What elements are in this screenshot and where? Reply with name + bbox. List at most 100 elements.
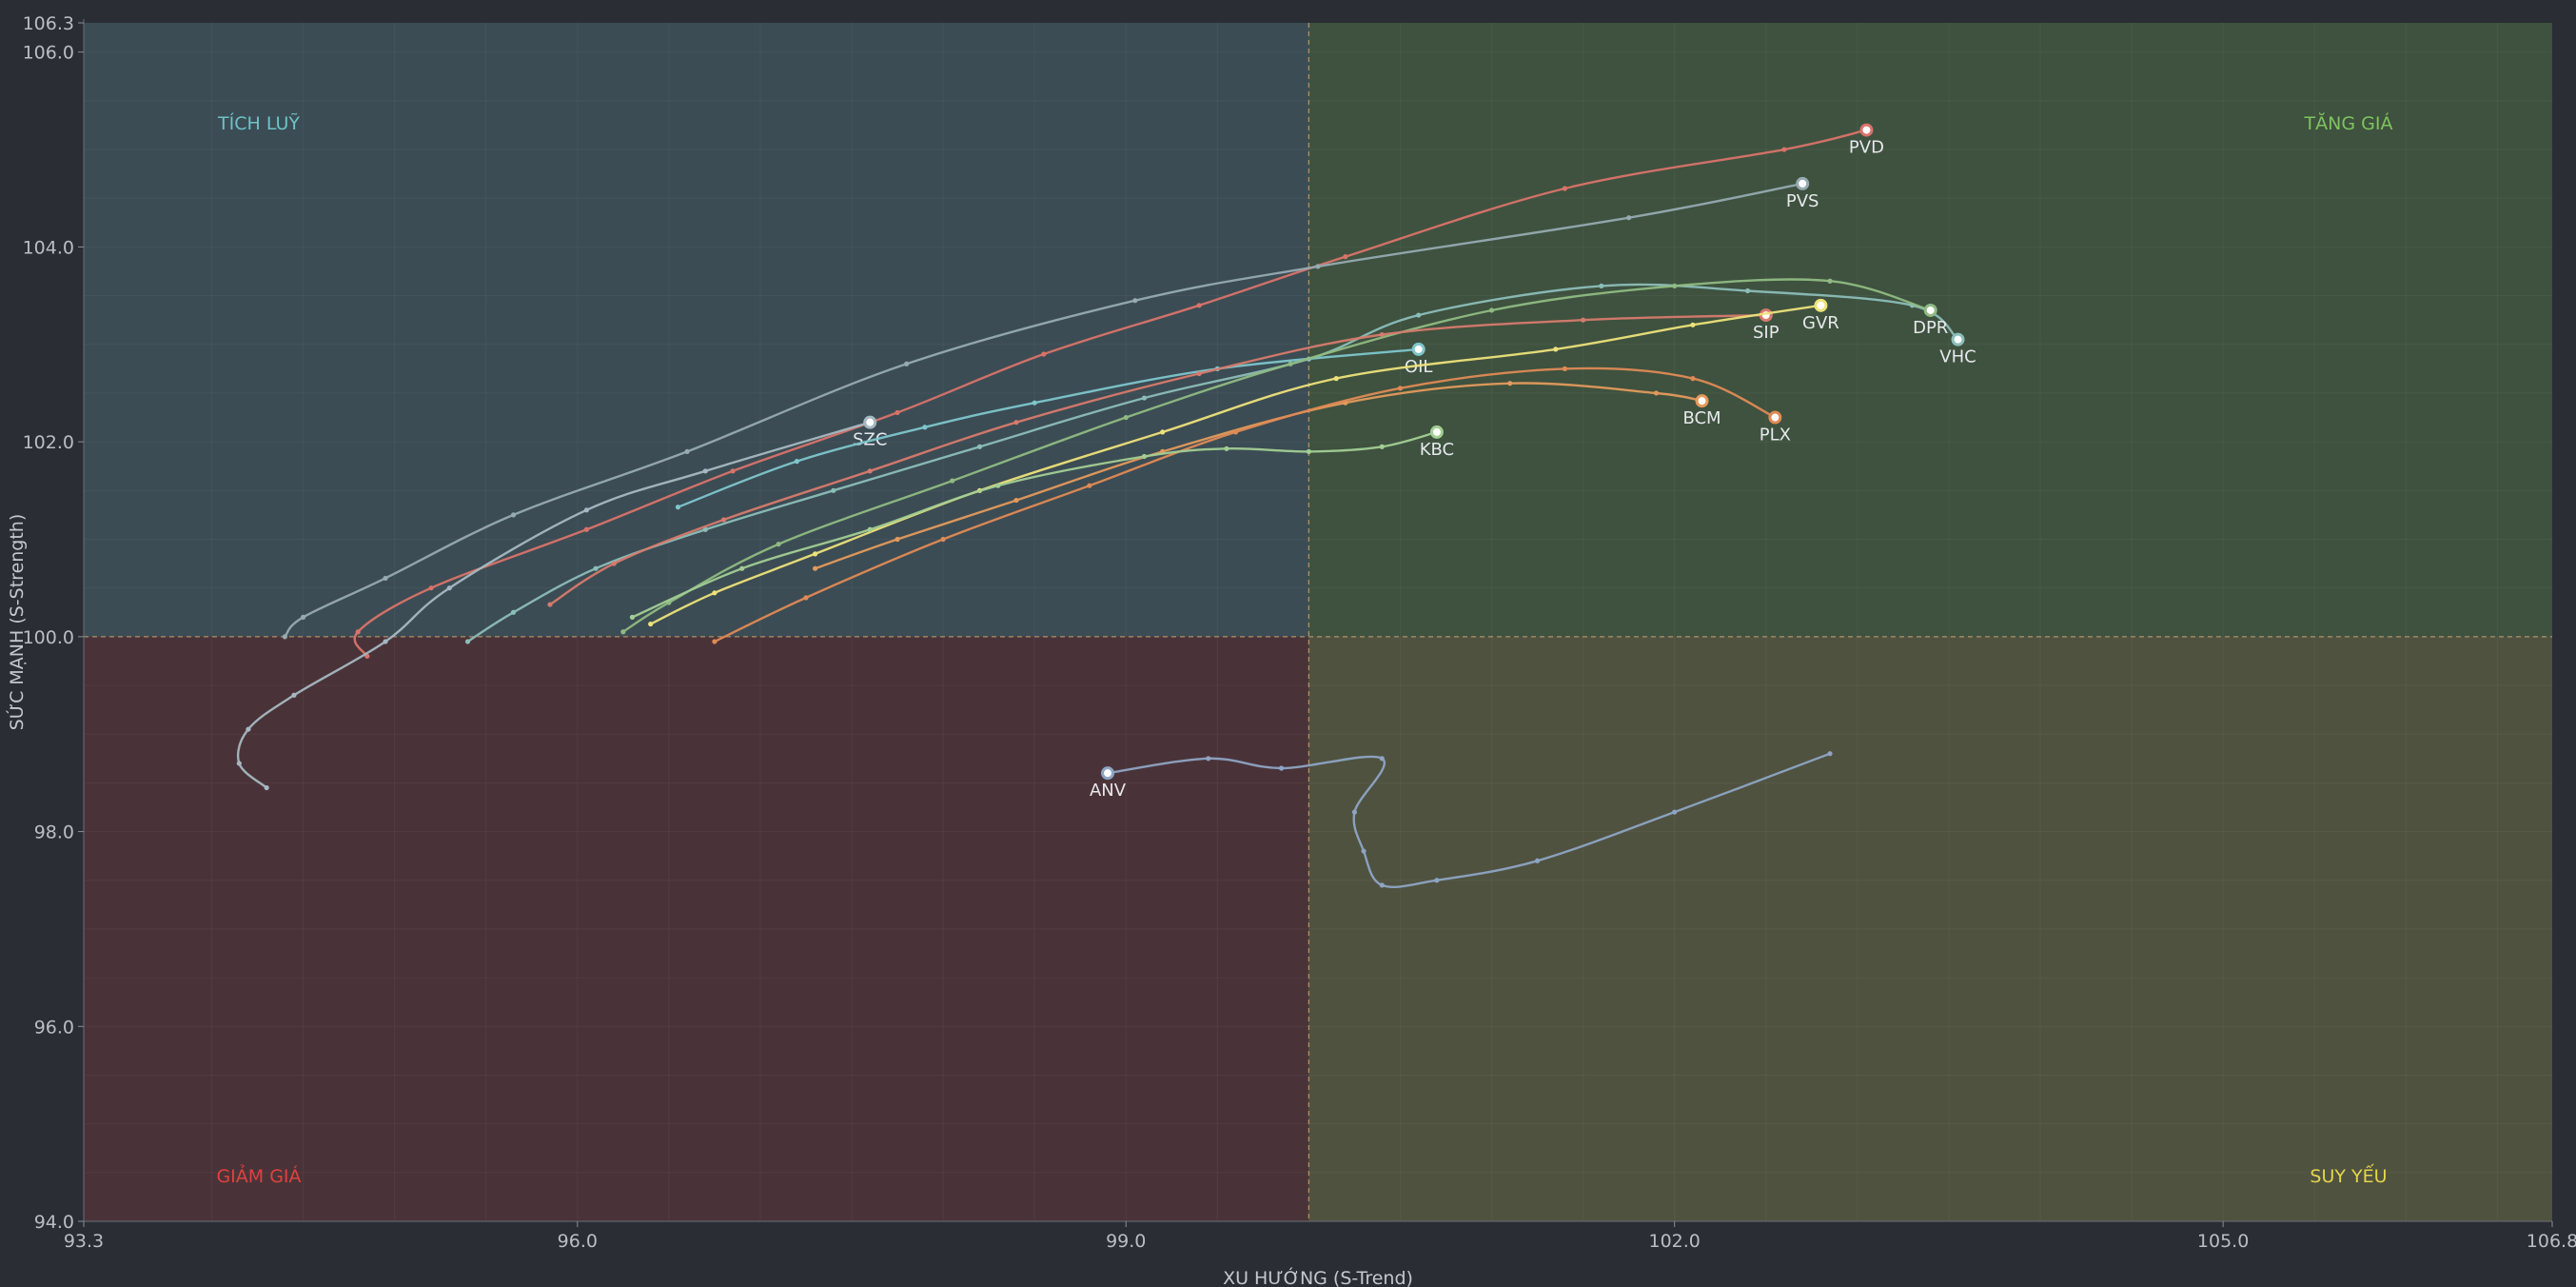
series-line-kbc <box>631 430 1439 619</box>
series-point <box>1333 376 1339 382</box>
series-point <box>236 761 242 766</box>
series-bcm: BCM <box>812 381 1721 571</box>
series-label-sip: SIP <box>1753 323 1780 343</box>
series-point <box>1379 756 1385 762</box>
series-head-point <box>1951 332 1965 346</box>
series-point <box>1278 765 1285 771</box>
series-point <box>282 634 287 640</box>
series-point <box>510 512 517 518</box>
series-point <box>1562 186 1567 191</box>
series-point <box>1288 361 1293 366</box>
series-point <box>812 551 818 557</box>
series-point <box>1434 878 1440 883</box>
grid <box>84 23 2552 1221</box>
series-point <box>355 629 361 635</box>
series-point <box>383 575 388 582</box>
series-label-anv: ANV <box>1090 781 1127 801</box>
y-tick-label: 106.3 <box>23 13 74 34</box>
series-pvd: PVD <box>353 123 1884 659</box>
series-line-pvd <box>353 129 1868 658</box>
series-point <box>1562 366 1567 371</box>
series-point <box>702 526 708 532</box>
series-point <box>1141 453 1148 460</box>
series-point <box>1672 283 1678 288</box>
series-point <box>950 478 955 484</box>
series-label-pvs: PVS <box>1786 191 1819 211</box>
series-point <box>1351 809 1358 815</box>
series-point <box>1626 215 1632 221</box>
series-point <box>300 614 306 620</box>
series-point <box>1507 381 1513 386</box>
series-point <box>264 784 269 791</box>
series-label-plx: PLX <box>1760 426 1791 446</box>
series-line-gvr <box>649 304 1822 625</box>
x-tick-label: 99.0 <box>1106 1231 1146 1252</box>
quadrant-labels: TÍCH LUỸ TĂNG GIÁ GIẢM GIÁ SUY YẾU <box>216 111 2392 1187</box>
series-point <box>1827 751 1833 757</box>
quadrant-label-top-right: TĂNG GIÁ <box>2304 111 2393 134</box>
series-head-point <box>1768 410 1782 425</box>
series-point <box>702 468 708 474</box>
series-head-point <box>1923 303 1937 317</box>
series-point <box>1032 400 1037 406</box>
series-point <box>1488 307 1495 313</box>
center-lines <box>84 23 2552 1221</box>
series-anv: ANV <box>1090 751 1833 889</box>
series-point <box>428 585 434 591</box>
series-head-point <box>1429 425 1444 439</box>
series-point <box>1534 858 1541 863</box>
series-head-point <box>863 415 877 429</box>
series-point <box>712 590 718 596</box>
series-point <box>1224 446 1229 451</box>
series-point <box>976 444 983 449</box>
series-line-anv <box>1106 752 1832 889</box>
series-point <box>1013 420 1019 426</box>
x-tick-label: 96.0 <box>558 1231 598 1252</box>
series-point <box>1581 317 1586 323</box>
axes: 93.3 96.0 99.0 102.0 105.0 106.8 94.0 96.0 98.0 1… <box>23 13 2576 1252</box>
series-point <box>1196 370 1202 377</box>
series-point <box>895 536 900 543</box>
series-point <box>867 468 873 474</box>
y-tick-label: 94.0 <box>34 1212 74 1233</box>
y-axis-label: SỨC MẠNH (S-Strength) <box>5 514 28 731</box>
series-point <box>739 565 745 571</box>
series-point <box>1315 264 1321 269</box>
series-head-point <box>1859 123 1874 137</box>
series-point <box>648 621 654 627</box>
series-point <box>1013 497 1019 504</box>
series-dpr: DPR <box>620 278 1948 635</box>
series-point <box>583 507 590 513</box>
series-point <box>620 629 626 635</box>
series-point <box>1132 298 1138 304</box>
series-head-point <box>1411 342 1426 356</box>
series-point <box>464 639 471 644</box>
series-point <box>547 602 553 607</box>
series-line-bcm <box>814 382 1703 570</box>
series-point <box>629 614 636 620</box>
series-plx: PLX <box>712 366 1791 644</box>
y-tick-label: 102.0 <box>23 432 74 453</box>
series-point <box>1553 346 1559 352</box>
quadrant-bottom-right <box>1308 636 2552 1221</box>
quadrant-label-bottom-left: GIẢM GIÁ <box>216 1163 301 1187</box>
series-label-vhc: VHC <box>1939 347 1976 367</box>
series-label-gvr: GVR <box>1802 313 1839 333</box>
series-point <box>794 459 799 465</box>
series-point <box>1690 322 1696 327</box>
series-point <box>776 542 781 547</box>
series-label-kbc: KBC <box>1420 440 1454 460</box>
series-point <box>831 487 836 493</box>
series-gvr: GVR <box>648 298 1839 627</box>
series-point <box>1744 287 1751 294</box>
x-tick-label: 105.0 <box>2197 1231 2249 1252</box>
y-tick-label: 98.0 <box>34 822 74 843</box>
series-head-point <box>1814 298 1828 312</box>
quadrant-label-top-left: TÍCH LUỸ <box>217 112 300 134</box>
series-point <box>1416 312 1422 318</box>
series-point <box>1379 882 1385 888</box>
y-tick-label: 104.0 <box>23 237 74 258</box>
series-label-pvd: PVD <box>1849 138 1884 158</box>
